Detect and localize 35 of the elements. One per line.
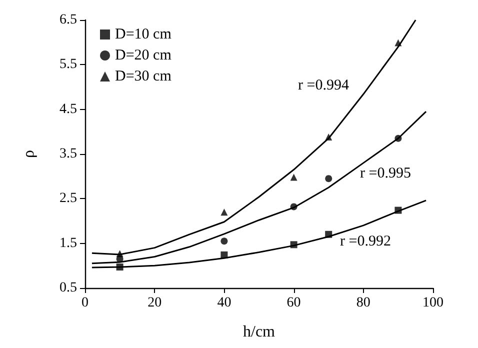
point: [290, 241, 298, 248]
point: [220, 208, 228, 216]
y-tick-label: 6.5: [60, 12, 77, 28]
annotation: r =0.994: [298, 78, 350, 94]
point: [325, 134, 332, 141]
annotation: r =0.995: [360, 166, 411, 182]
point: [394, 134, 402, 142]
legend-label: D=30 cm: [115, 68, 172, 84]
x-tick-label: 40: [217, 296, 232, 310]
y-axis-title: ρ: [20, 150, 38, 158]
y-tick-label: 2.5: [60, 191, 77, 206]
x-tick-label: 0: [82, 296, 88, 310]
point: [116, 255, 124, 262]
y-tick-label: 5.5: [60, 57, 77, 72]
y-tick-label: 4.5: [60, 102, 77, 117]
point: [220, 238, 228, 245]
x-tick-label: 80: [356, 296, 370, 310]
point: [325, 175, 332, 182]
annotation: r =0.992: [340, 234, 391, 250]
point: [394, 39, 402, 46]
legend-label: D=20 cm: [115, 48, 172, 64]
y-tick-label: 3.5: [60, 146, 77, 162]
legend-label: D=10 cm: [115, 26, 172, 42]
point: [116, 264, 124, 271]
y-tick-label: 1.5: [60, 236, 77, 251]
point: [290, 174, 298, 181]
y-tick-label: 0.5: [60, 280, 77, 296]
x-tick-label: 20: [148, 296, 162, 310]
point: [290, 203, 298, 210]
x-tick-label: 60: [286, 296, 301, 310]
point: [325, 230, 332, 238]
x-axis-title: h/cm: [243, 324, 276, 340]
point: [220, 251, 228, 258]
x-tick-label: 100: [422, 296, 444, 310]
point: [394, 206, 402, 214]
